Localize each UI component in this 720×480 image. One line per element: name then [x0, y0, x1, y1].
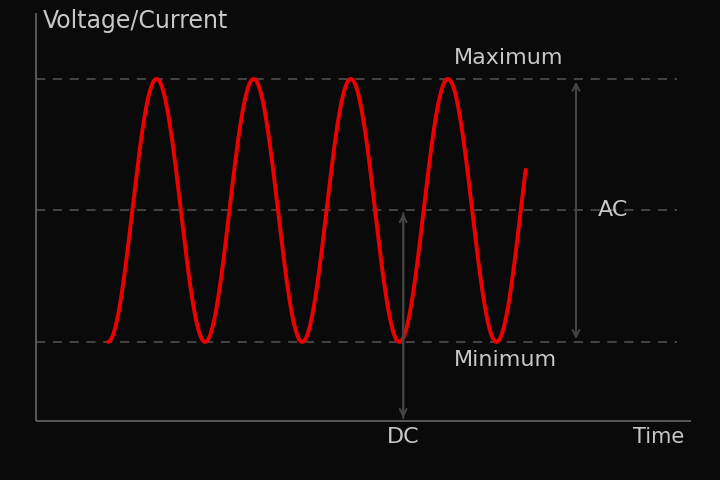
Text: DC: DC — [387, 427, 420, 447]
Text: AC: AC — [598, 201, 628, 220]
Text: Time: Time — [633, 427, 684, 447]
Text: Voltage/Current: Voltage/Current — [43, 9, 228, 33]
Text: Minimum: Minimum — [454, 350, 557, 370]
Text: Maximum: Maximum — [454, 48, 563, 68]
